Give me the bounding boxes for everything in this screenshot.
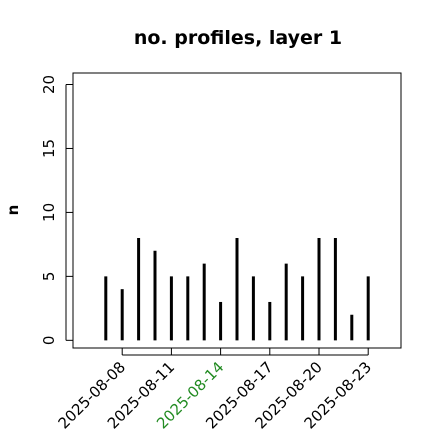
y-tick-label: 10	[40, 203, 58, 222]
y-axis-label: n	[4, 205, 22, 216]
y-tick-label: 15	[40, 139, 58, 158]
plot-box	[72, 72, 402, 349]
chart-title: no. profiles, layer 1	[134, 27, 342, 49]
y-tick-label: 0	[40, 336, 58, 346]
y-tick-label: 20	[40, 75, 58, 94]
y-tick-label: 5	[40, 272, 58, 282]
